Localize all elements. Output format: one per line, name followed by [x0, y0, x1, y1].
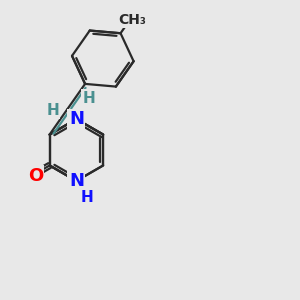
Text: O: O: [28, 167, 43, 185]
Text: N: N: [69, 172, 84, 190]
Text: N: N: [69, 110, 84, 128]
Text: H: H: [82, 91, 95, 106]
Text: CH₃: CH₃: [118, 13, 146, 27]
Text: H: H: [80, 190, 93, 205]
Text: H: H: [46, 103, 59, 118]
